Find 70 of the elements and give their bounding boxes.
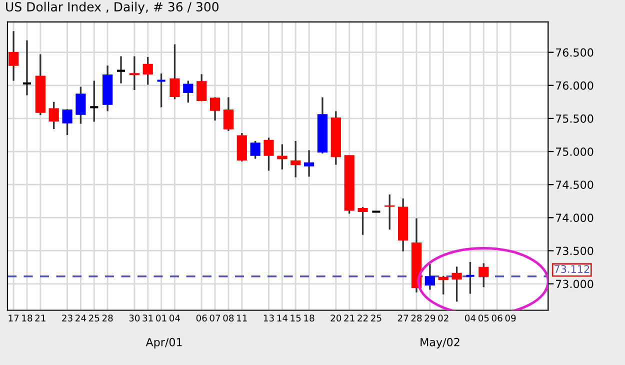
x-tick-label: 09: [505, 314, 516, 322]
candlestick: [210, 96, 220, 122]
x-tick-label: 06: [492, 314, 502, 322]
x-tick-label: 28: [102, 314, 113, 322]
x-tick-label: 29: [424, 314, 436, 322]
x-tick-label: 21: [35, 314, 46, 322]
candlestick: [358, 206, 368, 236]
candlestick: [116, 55, 126, 84]
y-tick-label: 74.000: [556, 214, 594, 222]
candlestick: [465, 261, 476, 295]
y-tick-label: 74.500: [556, 180, 594, 189]
candlestick: [62, 108, 72, 136]
y-tick-label: 75.000: [556, 148, 594, 156]
candlestick: [8, 30, 19, 82]
y-tick-label: 73.000: [556, 280, 594, 288]
candlestick: [452, 266, 462, 302]
candlestick: [142, 56, 153, 86]
chart-title: US Dollar Index , Daily, # 36 / 300: [6, 2, 218, 14]
candlestick: [89, 80, 100, 123]
x-tick-label: 01: [156, 314, 166, 322]
y-tick-label: 75.500: [556, 114, 594, 123]
candlestick: [183, 80, 194, 104]
x-tick-label: 18: [22, 314, 32, 322]
candlestick: [277, 143, 288, 170]
x-tick-label: 25: [88, 314, 100, 322]
x-tick-label: 04: [464, 314, 476, 322]
candlestick: [264, 136, 274, 172]
candlestick: [48, 101, 59, 130]
x-tick-label: 08: [223, 314, 234, 322]
y-tick-label: 76.000: [556, 81, 594, 90]
candlestick: [424, 263, 435, 291]
text: May/02: [420, 338, 460, 348]
ref-line-label: 73.112: [554, 265, 590, 273]
candlestick: [76, 86, 86, 125]
y-tick-label: 73.500: [556, 246, 594, 256]
x-tick-label: 28: [411, 314, 422, 322]
candlestick: [170, 44, 180, 100]
x-tick-label: 22: [358, 314, 368, 322]
candlestick: [22, 40, 32, 96]
candlestick: [223, 96, 234, 132]
candlestick: [129, 55, 140, 91]
x-tick-label: 02: [438, 314, 448, 322]
y-tick-label: 76.500: [556, 48, 594, 57]
x-tick-label: 20: [330, 314, 342, 322]
x-tick-label: 23: [62, 314, 72, 322]
x-tick-label: 04: [169, 314, 180, 322]
candlestick: [438, 275, 448, 296]
x-tick-label: 05: [478, 314, 489, 322]
x-tick-label: 21: [344, 314, 354, 322]
x-tick-label: 17: [8, 314, 19, 322]
x-tick-label: 18: [304, 314, 314, 322]
x-tick-label: 14: [277, 314, 288, 322]
x-tick-label: 30: [129, 314, 140, 322]
candlestick: [384, 194, 395, 230]
x-tick-label: 27: [398, 314, 408, 322]
candlestick: [478, 262, 489, 288]
candlestick: [196, 73, 207, 102]
candlestick: [304, 149, 314, 178]
candlestick: [290, 140, 301, 178]
x-tick-label: 13: [264, 314, 274, 322]
candlestick: [156, 72, 166, 108]
x-tick-label: 25: [371, 314, 382, 322]
x-tick-label: 06: [196, 314, 207, 322]
x-tick-label: 11: [237, 314, 247, 322]
x-tick-label: 07: [210, 314, 220, 322]
x-tick-label: 24: [76, 314, 86, 322]
text: Apr/01: [146, 338, 182, 348]
x-tick-label: 15: [290, 314, 301, 322]
x-tick-label: 31: [142, 314, 153, 322]
candlestick: [250, 140, 260, 160]
